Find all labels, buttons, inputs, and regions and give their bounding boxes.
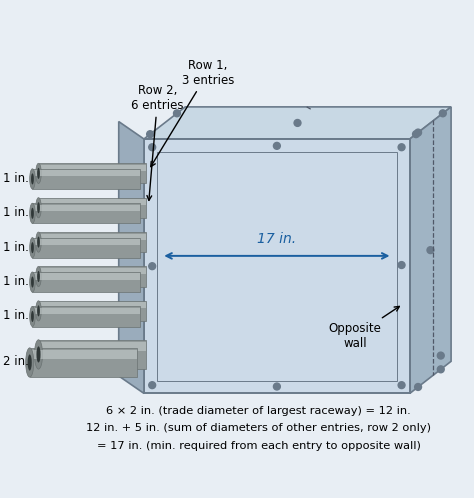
Circle shape bbox=[438, 352, 444, 359]
Circle shape bbox=[415, 129, 421, 136]
Circle shape bbox=[438, 366, 444, 373]
Polygon shape bbox=[32, 238, 140, 258]
Circle shape bbox=[398, 261, 405, 268]
Circle shape bbox=[149, 381, 155, 388]
Text: 17 in.: 17 in. bbox=[257, 232, 296, 246]
Text: Opposite
wall: Opposite wall bbox=[328, 306, 399, 350]
Ellipse shape bbox=[37, 237, 40, 248]
Circle shape bbox=[273, 383, 280, 390]
Circle shape bbox=[149, 263, 155, 269]
Circle shape bbox=[439, 110, 446, 117]
Ellipse shape bbox=[36, 232, 41, 252]
Ellipse shape bbox=[31, 276, 34, 288]
Text: 12 in. + 5 in. (sum of diameters of other entries, row 2 only): 12 in. + 5 in. (sum of diameters of othe… bbox=[86, 423, 431, 433]
Ellipse shape bbox=[37, 168, 40, 179]
Polygon shape bbox=[32, 169, 140, 189]
Polygon shape bbox=[157, 152, 397, 380]
Polygon shape bbox=[38, 301, 146, 321]
Circle shape bbox=[415, 383, 421, 390]
Circle shape bbox=[398, 381, 405, 388]
Ellipse shape bbox=[37, 202, 40, 213]
Ellipse shape bbox=[36, 301, 41, 321]
Text: 1 in.: 1 in. bbox=[2, 275, 28, 288]
Polygon shape bbox=[38, 302, 146, 308]
Ellipse shape bbox=[31, 311, 34, 322]
Ellipse shape bbox=[27, 355, 32, 371]
Polygon shape bbox=[32, 308, 140, 314]
Ellipse shape bbox=[36, 198, 41, 218]
Ellipse shape bbox=[35, 340, 43, 369]
Text: Row 1,
3 entries: Row 1, 3 entries bbox=[151, 58, 234, 167]
Polygon shape bbox=[410, 107, 451, 393]
Polygon shape bbox=[32, 203, 140, 224]
Ellipse shape bbox=[26, 348, 34, 377]
Circle shape bbox=[412, 131, 419, 137]
Polygon shape bbox=[32, 239, 140, 245]
Polygon shape bbox=[38, 232, 146, 252]
Text: Row 2,
6 entries: Row 2, 6 entries bbox=[131, 84, 184, 200]
Text: 1 in.: 1 in. bbox=[2, 241, 28, 253]
Polygon shape bbox=[38, 165, 146, 171]
Text: = 17 in. (min. required from each entry to opposite wall): = 17 in. (min. required from each entry … bbox=[97, 441, 420, 451]
Polygon shape bbox=[38, 234, 146, 240]
Polygon shape bbox=[32, 205, 140, 211]
Circle shape bbox=[427, 247, 434, 253]
Polygon shape bbox=[144, 107, 451, 139]
Ellipse shape bbox=[30, 272, 35, 292]
Circle shape bbox=[398, 144, 405, 151]
Polygon shape bbox=[30, 348, 137, 377]
Ellipse shape bbox=[31, 208, 34, 219]
Text: 6 × 2 in. (trade diameter of largest raceway) = 12 in.: 6 × 2 in. (trade diameter of largest rac… bbox=[106, 406, 411, 416]
Polygon shape bbox=[144, 139, 410, 393]
Polygon shape bbox=[30, 350, 137, 359]
Polygon shape bbox=[32, 306, 140, 327]
Polygon shape bbox=[32, 170, 140, 176]
Ellipse shape bbox=[36, 266, 41, 286]
Ellipse shape bbox=[36, 163, 41, 183]
Circle shape bbox=[273, 142, 280, 149]
Polygon shape bbox=[38, 340, 146, 369]
Text: 1 in.: 1 in. bbox=[2, 206, 28, 219]
FancyBboxPatch shape bbox=[10, 14, 474, 484]
Polygon shape bbox=[118, 122, 144, 393]
Circle shape bbox=[149, 144, 155, 151]
Ellipse shape bbox=[30, 169, 35, 189]
Ellipse shape bbox=[30, 238, 35, 258]
Polygon shape bbox=[32, 272, 140, 292]
Ellipse shape bbox=[30, 203, 35, 224]
Text: 1 in.: 1 in. bbox=[2, 172, 28, 185]
Text: 1 in.: 1 in. bbox=[2, 309, 28, 322]
Polygon shape bbox=[38, 199, 146, 205]
Text: 2 in.: 2 in. bbox=[2, 355, 28, 368]
Polygon shape bbox=[38, 342, 146, 351]
Polygon shape bbox=[38, 266, 146, 286]
Circle shape bbox=[146, 131, 154, 137]
Polygon shape bbox=[32, 273, 140, 279]
Ellipse shape bbox=[30, 306, 35, 327]
Circle shape bbox=[173, 110, 181, 117]
Ellipse shape bbox=[37, 305, 40, 316]
Ellipse shape bbox=[31, 173, 34, 184]
Polygon shape bbox=[38, 163, 146, 183]
Polygon shape bbox=[38, 268, 146, 274]
Polygon shape bbox=[38, 198, 146, 218]
Circle shape bbox=[294, 120, 301, 126]
Ellipse shape bbox=[31, 242, 34, 253]
Ellipse shape bbox=[37, 271, 40, 282]
Ellipse shape bbox=[36, 347, 41, 363]
